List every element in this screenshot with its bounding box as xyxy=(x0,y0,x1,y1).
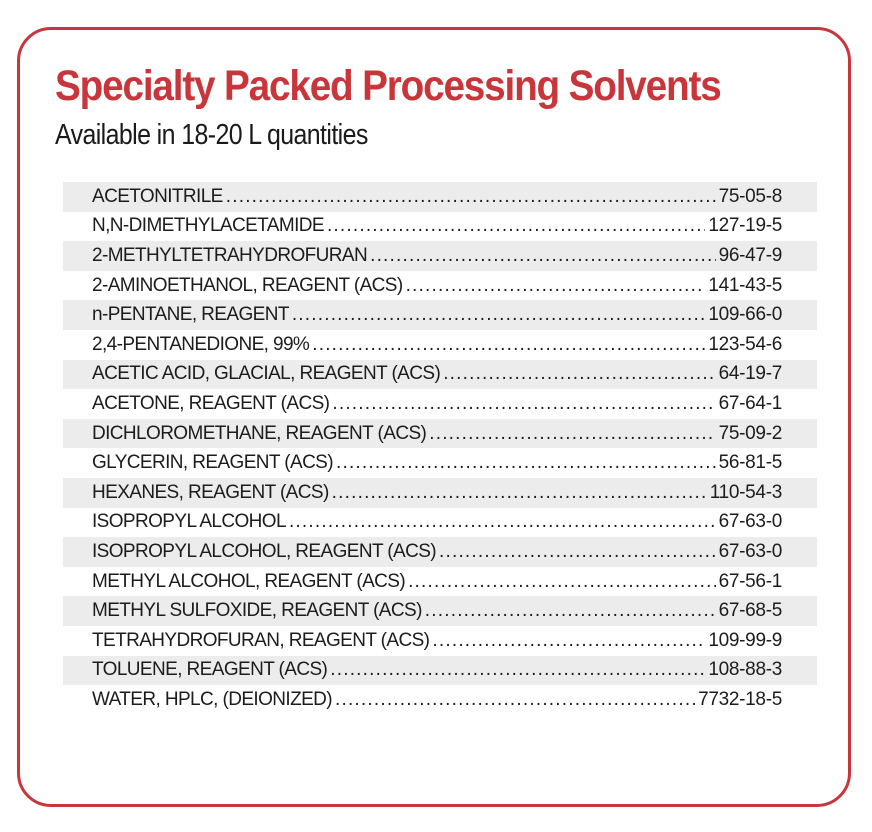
list-item: TOLUENE, REAGENT (ACS)..................… xyxy=(63,655,817,686)
page-title: Specialty Packed Processing Solvents xyxy=(55,62,722,110)
solvent-name: ACETIC ACID, GLACIAL, REAGENT (ACS) xyxy=(92,363,441,385)
dot-leader: ........................................… xyxy=(335,452,716,474)
list-item: GLYCERIN, REAGENT (ACS).................… xyxy=(63,448,817,478)
dot-leader: ........................................… xyxy=(408,570,716,592)
solvent-name: n-PENTANE, REAGENT xyxy=(92,304,289,326)
list-item: ISOPROPYL ALCOHOL, REAGENT (ACS)........… xyxy=(63,537,817,567)
solvent-name: 2-METHYLTETRAHYDROFURAN xyxy=(92,244,368,266)
solvent-list: ACETONITRILE............................… xyxy=(63,182,817,715)
list-item: n-PENTANE, REAGENT......................… xyxy=(63,300,817,330)
list-item: N,N-DIMETHYLACETAMIDE...................… xyxy=(63,212,817,242)
list-item: METHYL SULFOXIDE, REAGENT (ACS).........… xyxy=(63,596,817,626)
dot-leader: ........................................… xyxy=(326,215,705,237)
cas-number: 96-47-9 xyxy=(718,244,783,266)
solvent-name: METHYL ALCOHOL, REAGENT (ACS) xyxy=(92,570,406,592)
dot-leader: ........................................… xyxy=(331,481,707,503)
list-item: 2,4-PENTANEDIONE, 99%...................… xyxy=(63,330,817,360)
cas-number: 67-63-0 xyxy=(718,540,783,562)
dot-leader: ........................................… xyxy=(424,600,716,622)
solvent-name: 2-AMINOETHANOL, REAGENT (ACS) xyxy=(92,274,403,296)
page-subtitle: Available in 18-20 L quantities xyxy=(55,119,368,151)
list-item: METHYL ALCOHOL, REAGENT (ACS)...........… xyxy=(63,567,817,597)
solvent-name: 2,4-PENTANEDIONE, 99% xyxy=(92,333,310,355)
list-item: ACETIC ACID, GLACIAL, REAGENT (ACS).....… xyxy=(63,359,817,390)
list-item: HEXANES, REAGENT (ACS)..................… xyxy=(63,477,817,508)
solvent-name: ISOPROPYL ALCOHOL, REAGENT (ACS) xyxy=(92,540,437,562)
solvent-name: N,N-DIMETHYLACETAMIDE xyxy=(92,215,325,237)
cas-number: 7732-18-5 xyxy=(698,688,782,710)
cas-number: 110-54-3 xyxy=(709,481,783,503)
dot-leader: ........................................… xyxy=(330,659,705,681)
solvent-name: TOLUENE, REAGENT (ACS) xyxy=(92,659,328,681)
cas-number: 109-66-0 xyxy=(708,304,782,326)
solvents-card: Specialty Packed Processing Solvents Ava… xyxy=(17,27,851,807)
list-item: TETRAHYDROFURAN, REAGENT (ACS)..........… xyxy=(63,626,817,656)
list-item: DICHLOROMETHANE, REAGENT (ACS)..........… xyxy=(63,418,817,449)
cas-number: 141-43-5 xyxy=(708,274,782,296)
list-item: ISOPROPYL ALCOHOL.......................… xyxy=(63,508,817,538)
cas-number: 67-56-1 xyxy=(718,570,783,592)
solvent-name: METHYL SULFOXIDE, REAGENT (ACS) xyxy=(92,600,422,622)
solvent-name: HEXANES, REAGENT (ACS) xyxy=(92,481,329,503)
dot-leader: ........................................… xyxy=(432,629,705,651)
solvent-name: WATER, HPLC, (DEIONIZED) xyxy=(92,688,333,710)
cas-number: 56-81-5 xyxy=(718,452,783,474)
dot-leader: ........................................… xyxy=(312,333,705,355)
list-item: 2-METHYLTETRAHYDROFURAN.................… xyxy=(63,241,817,271)
cas-number: 64-19-7 xyxy=(718,363,783,385)
cas-number: 67-64-1 xyxy=(718,392,783,414)
dot-leader: ........................................… xyxy=(429,422,715,444)
list-item: 2-AMINOETHANOL, REAGENT (ACS)...........… xyxy=(63,271,817,301)
dot-leader: ........................................… xyxy=(405,274,706,296)
dot-leader: ........................................… xyxy=(288,511,716,533)
cas-number: 123-54-6 xyxy=(708,333,782,355)
cas-number: 67-68-5 xyxy=(718,600,783,622)
list-item: ACETONE, REAGENT (ACS)..................… xyxy=(63,389,817,419)
solvent-name: TETRAHYDROFURAN, REAGENT (ACS) xyxy=(92,629,430,651)
cas-number: 109-99-9 xyxy=(708,629,782,651)
cas-number: 75-09-2 xyxy=(718,422,783,444)
dot-leader: ........................................… xyxy=(443,363,716,385)
solvent-name: ISOPROPYL ALCOHOL xyxy=(92,511,287,533)
cas-number: 67-63-0 xyxy=(718,511,783,533)
solvent-name: ACETONITRILE xyxy=(92,185,223,207)
dot-leader: ........................................… xyxy=(332,392,715,414)
dot-leader: ........................................… xyxy=(335,688,696,710)
dot-leader: ........................................… xyxy=(439,540,716,562)
cas-number: 108-88-3 xyxy=(708,659,782,681)
cas-number: 127-19-5 xyxy=(708,215,782,237)
cas-number: 75-05-8 xyxy=(718,185,783,207)
list-item: ACETONITRILE............................… xyxy=(63,182,817,212)
dot-leader: ........................................… xyxy=(291,304,706,326)
solvent-name: ACETONE, REAGENT (ACS) xyxy=(92,392,330,414)
dot-leader: ........................................… xyxy=(370,244,716,266)
dot-leader: ........................................… xyxy=(225,185,716,207)
solvent-name: GLYCERIN, REAGENT (ACS) xyxy=(92,452,334,474)
list-item: WATER, HPLC, (DEIONIZED)................… xyxy=(63,685,817,715)
solvent-name: DICHLOROMETHANE, REAGENT (ACS) xyxy=(92,422,427,444)
